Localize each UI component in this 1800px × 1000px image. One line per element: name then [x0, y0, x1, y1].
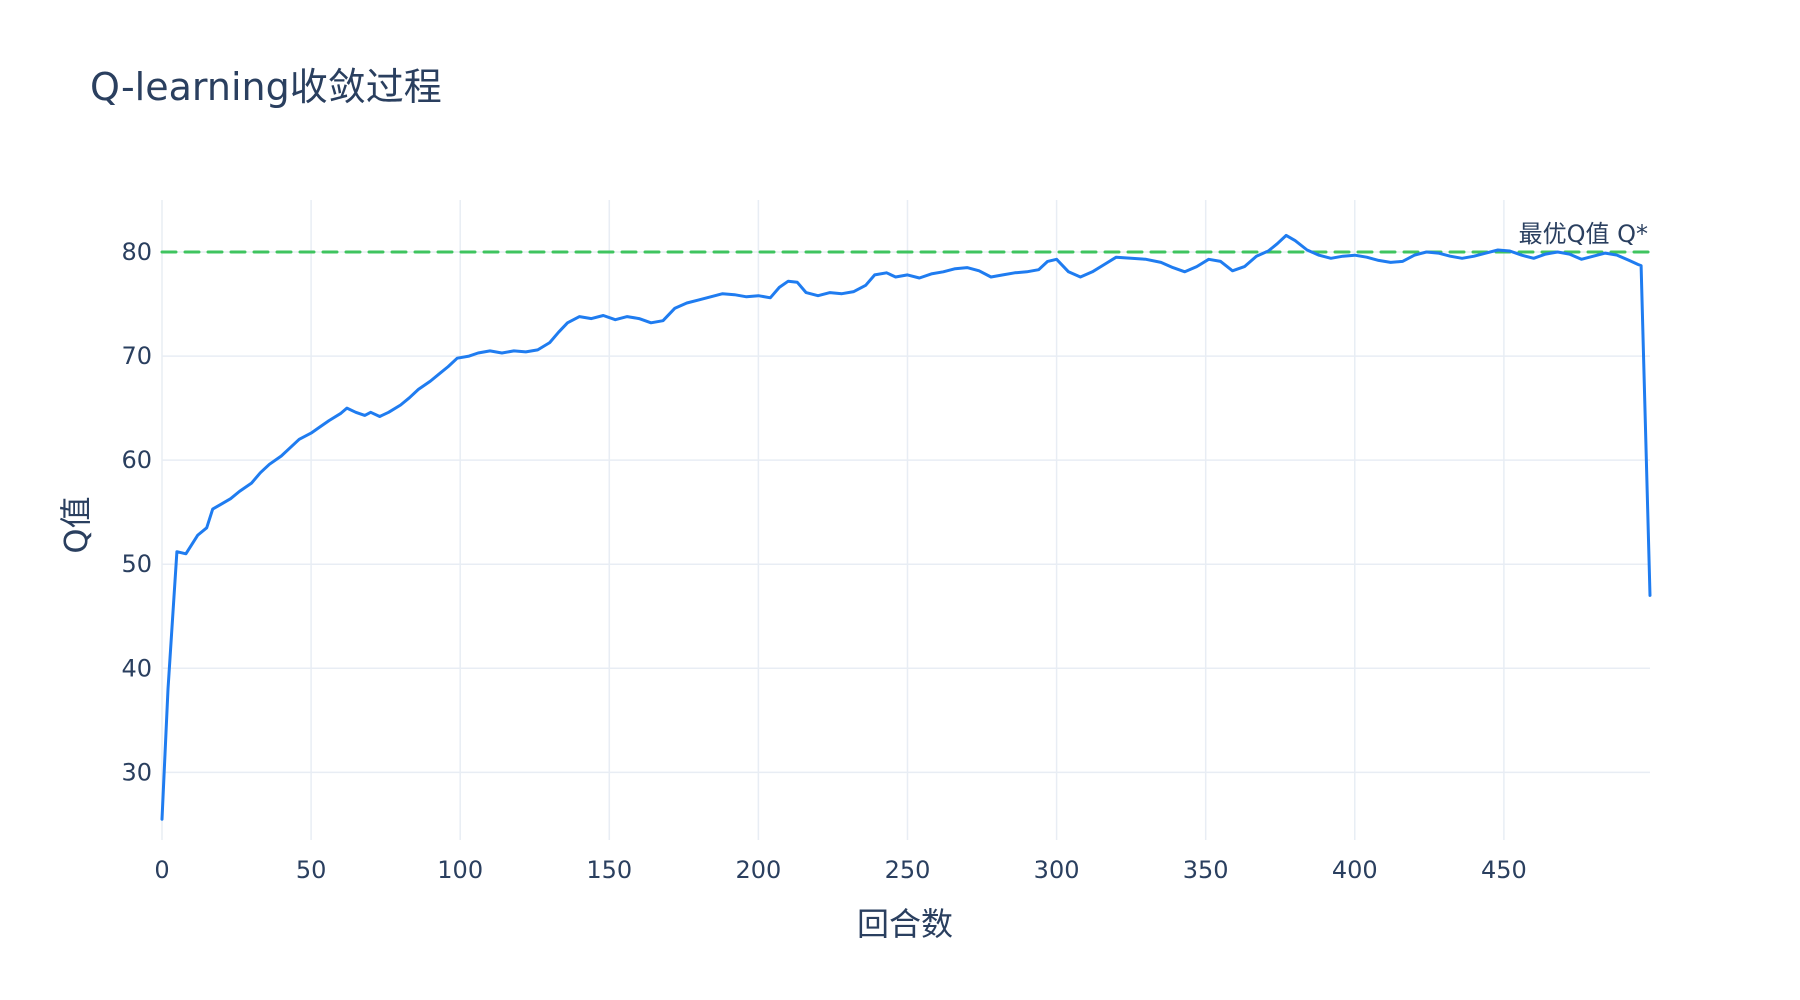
y-axis-ticks: 30 40 50 60 70 80 [121, 238, 152, 786]
x-axis-title: 回合数 [857, 905, 953, 943]
y-tick-label: 60 [121, 446, 152, 474]
x-tick-label: 0 [154, 856, 169, 884]
reference-line-label: 最优Q值 Q* [1519, 220, 1648, 248]
x-tick-label: 150 [586, 856, 632, 884]
y-tick-label: 80 [121, 238, 152, 266]
q-value-line [160, 233, 1652, 821]
plot-lines [160, 233, 1652, 821]
y-tick-label: 40 [121, 654, 152, 682]
x-axis-ticks: 0 50 100 150 200 250 300 350 400 450 [154, 856, 1526, 884]
x-tick-label: 200 [735, 856, 781, 884]
x-tick-label: 450 [1481, 856, 1527, 884]
chart-title: Q-learning收敛过程 [90, 65, 442, 109]
x-tick-label: 300 [1034, 856, 1080, 884]
y-tick-label: 30 [121, 758, 152, 786]
y-tick-label: 70 [121, 342, 152, 370]
x-tick-label: 50 [296, 856, 327, 884]
x-tick-label: 350 [1183, 856, 1229, 884]
grid [161, 200, 1650, 840]
y-tick-label: 50 [121, 550, 152, 578]
x-tick-label: 250 [885, 856, 931, 884]
x-tick-label: 400 [1332, 856, 1378, 884]
x-tick-label: 100 [437, 856, 483, 884]
annotations: 最优Q值 Q* [1519, 220, 1648, 248]
y-axis-title: Q值 [57, 496, 95, 553]
